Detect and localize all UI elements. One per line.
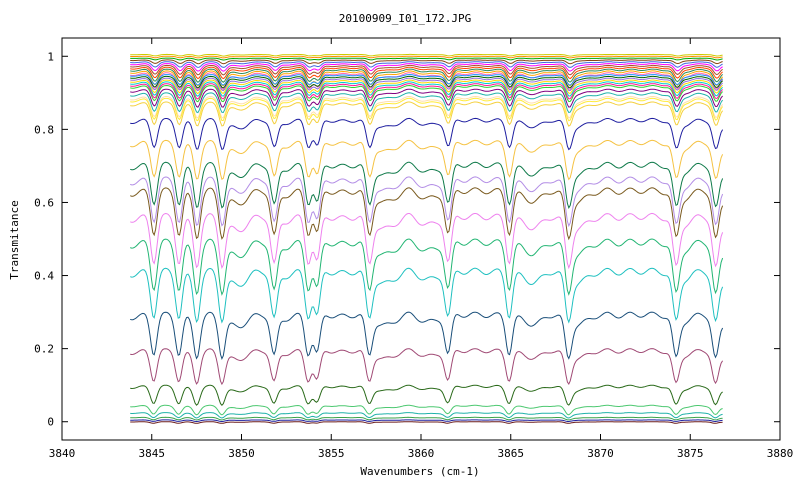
y-tick-label: 0 bbox=[47, 416, 54, 429]
spectrum-series-line bbox=[130, 212, 724, 270]
spectrum-series-line bbox=[130, 404, 723, 416]
spectrum-series-line bbox=[130, 63, 723, 72]
spectrum-series-line bbox=[130, 95, 724, 119]
spectrum-series-line bbox=[130, 92, 724, 114]
x-axis-label: Wavenumbers (cm-1) bbox=[360, 465, 479, 478]
spectrum-series-line bbox=[130, 61, 723, 68]
spectrum-series-line bbox=[130, 117, 724, 151]
spectrum-series-line bbox=[130, 66, 723, 80]
spectrum-series-line bbox=[130, 416, 723, 421]
spectrum-series-line bbox=[130, 81, 723, 97]
spectrum-series-line bbox=[130, 75, 723, 89]
spectrum-series-line bbox=[130, 267, 724, 324]
spectrum-series-line bbox=[130, 68, 723, 83]
spectrum-series-line bbox=[130, 64, 723, 76]
x-tick-label: 3865 bbox=[498, 447, 525, 460]
y-tick-label: 1 bbox=[47, 50, 54, 63]
spectrum-series-line bbox=[130, 84, 723, 103]
y-axis-ticks: 0 0.2 0.4 0.6 0.8 1 bbox=[34, 50, 780, 429]
spectrum-series-line bbox=[130, 412, 723, 419]
spectrum-series-line bbox=[130, 73, 723, 86]
spectrum-series-line bbox=[130, 79, 723, 95]
spectrum-series-line bbox=[130, 77, 723, 92]
x-tick-label: 3845 bbox=[139, 447, 166, 460]
spectrum-series-line bbox=[130, 176, 724, 228]
x-tick-label: 3840 bbox=[49, 447, 76, 460]
x-axis-ticks: 3840 3845 3850 3855 3860 3865 3870 3875 3880 bbox=[49, 38, 794, 460]
spectrum-series-line bbox=[130, 97, 724, 122]
spectrum-series-line bbox=[130, 238, 724, 296]
spectrum-series-line bbox=[130, 311, 724, 361]
spectrum-series-line bbox=[130, 53, 723, 57]
spectrum-series-line bbox=[130, 384, 723, 406]
y-tick-label: 0.4 bbox=[34, 270, 54, 283]
spectrum-series-line bbox=[130, 59, 723, 65]
spectrum-series-line bbox=[130, 83, 723, 100]
x-tick-label: 3860 bbox=[408, 447, 435, 460]
spectrum-series-line bbox=[130, 419, 723, 423]
spectrum-series-line bbox=[130, 88, 723, 108]
spectrum-series-line bbox=[130, 57, 723, 61]
spectrum-series-line bbox=[130, 70, 723, 87]
x-tick-label: 3870 bbox=[587, 447, 614, 460]
y-tick-label: 0.8 bbox=[34, 123, 54, 136]
chart-title: 20100909_I01_172.JPG bbox=[339, 12, 471, 25]
spectrum-series-line bbox=[130, 139, 724, 181]
x-tick-label: 3855 bbox=[318, 447, 345, 460]
x-tick-label: 3850 bbox=[228, 447, 255, 460]
series-layer bbox=[130, 53, 724, 424]
spectrum-series-line bbox=[130, 55, 723, 59]
spectrum-series-line bbox=[130, 421, 723, 424]
spectrum-series-line bbox=[130, 348, 724, 386]
x-tick-label: 3875 bbox=[677, 447, 704, 460]
y-axis-label: Transmitance bbox=[8, 200, 21, 279]
x-tick-label: 3880 bbox=[767, 447, 794, 460]
spectrum-series-line bbox=[130, 161, 724, 210]
spectrum-series-line bbox=[130, 187, 724, 241]
y-tick-label: 0.6 bbox=[34, 196, 54, 209]
spectrum-series-line bbox=[130, 101, 724, 127]
y-tick-label: 0.2 bbox=[34, 343, 54, 356]
